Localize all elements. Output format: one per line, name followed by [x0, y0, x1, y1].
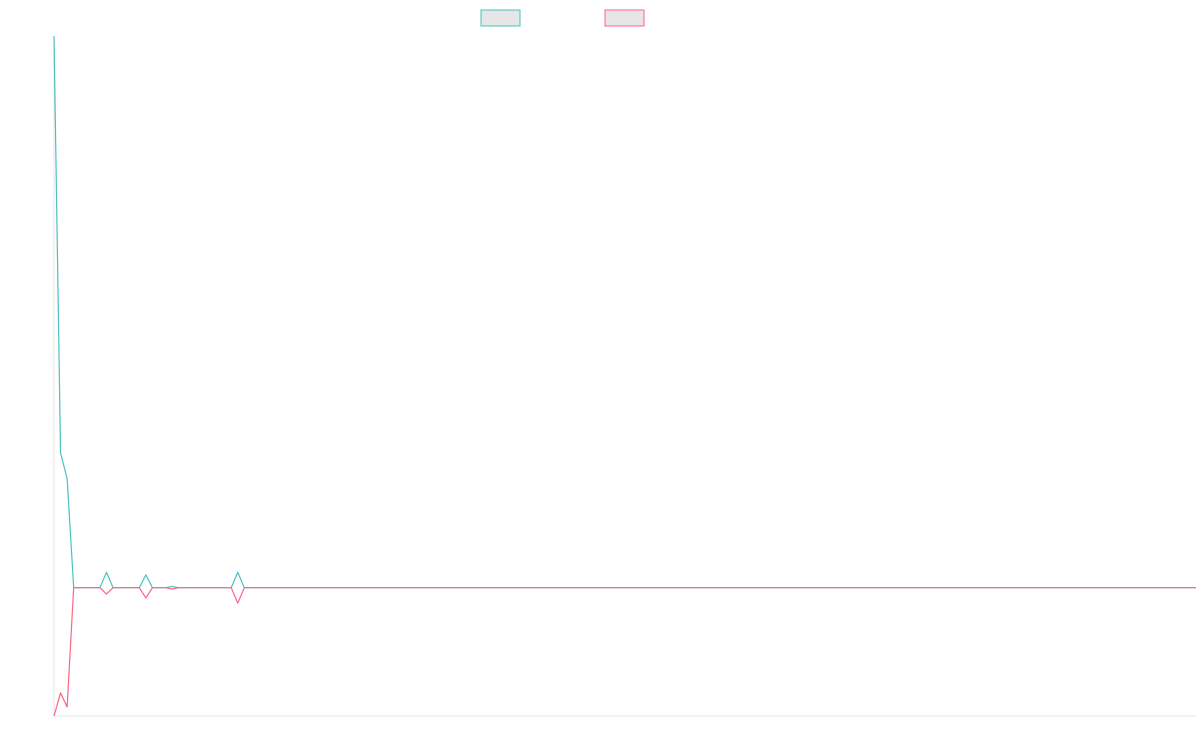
axes: [53, 36, 1196, 717]
series-layer: [53, 35, 1196, 717]
legend[interactable]: [480, 9, 645, 27]
legend-swatch-1[interactable]: [480, 9, 521, 27]
legend-swatch-2[interactable]: [604, 9, 645, 27]
series-line-2: [53, 587, 1196, 717]
series-line-1: [53, 35, 1196, 589]
